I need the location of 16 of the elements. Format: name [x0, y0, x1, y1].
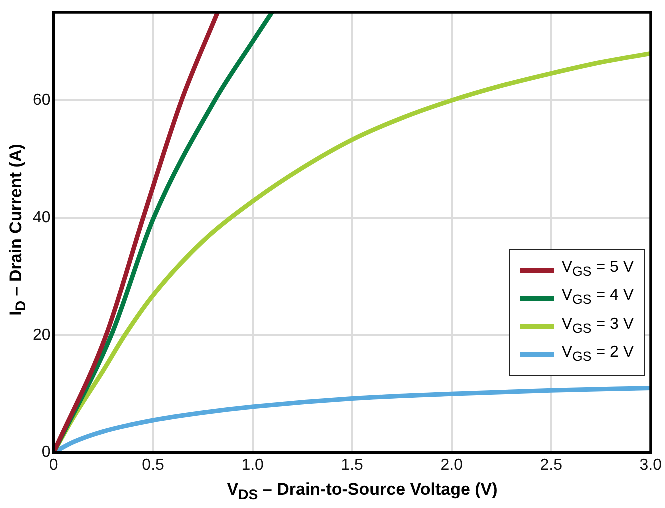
x-tick-label: 2.0 [440, 456, 464, 474]
legend-label: V$_{GS}$ = 5 V [562, 258, 634, 282]
y-tick-label: 60 [33, 92, 51, 110]
legend-label: V$_{GS}$ = 3 V [562, 314, 634, 338]
x-tick-label: 0.5 [142, 456, 165, 474]
x-tick-label: 2.5 [540, 456, 563, 474]
y-tick-label: 40 [33, 209, 51, 226]
legend-label: V$_{GS}$ = 2 V [562, 342, 634, 366]
x-tick-label: 1.0 [242, 456, 264, 474]
y-tick-label: 0 [42, 444, 51, 462]
x-tick-label: 1.5 [341, 456, 364, 474]
legend-label: V$_{GS}$ = 4 V [562, 286, 634, 310]
x-tick-label: 3.0 [640, 456, 662, 474]
x-axis-title: V$_{DS}$ – Drain-to-Source Voltage (V) [226, 480, 499, 504]
y-tick-label: 20 [33, 326, 51, 344]
line-series [54, 12, 220, 453]
